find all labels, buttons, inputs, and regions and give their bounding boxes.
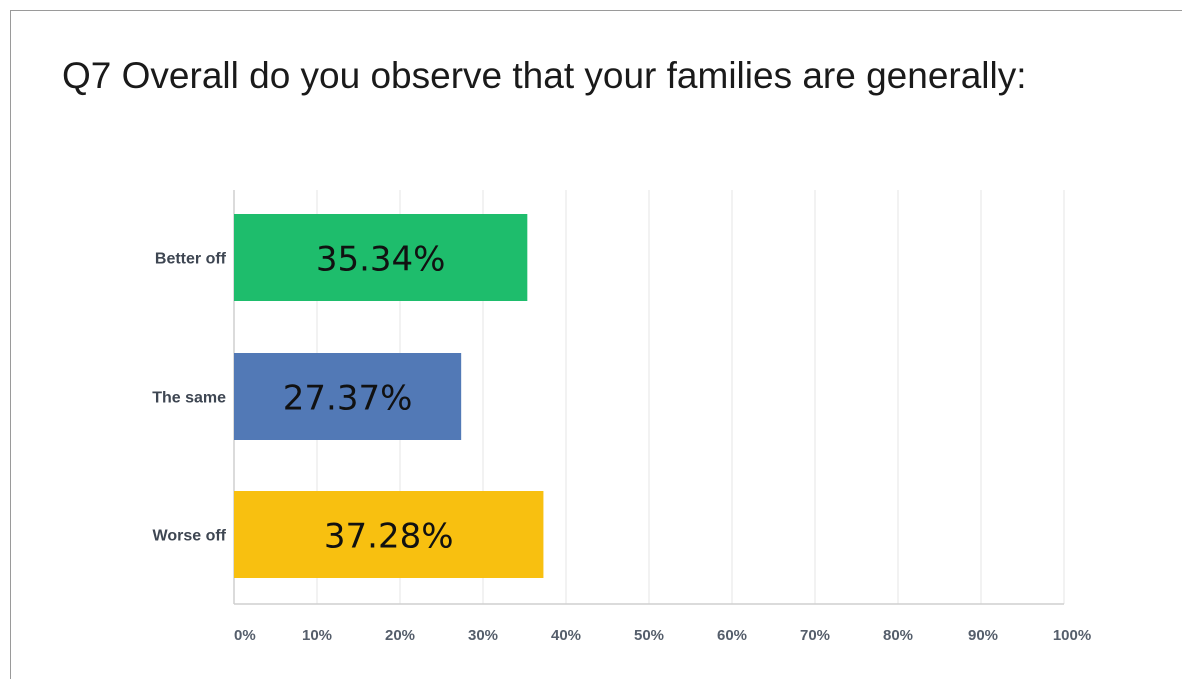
category-label: Better off [155,251,227,268]
x-tick-label: 100% [1053,627,1091,644]
x-tick-label: 50% [634,627,664,644]
category-label: Worse off [153,528,227,545]
x-tick-label: 20% [385,627,415,644]
bar-the-same [234,353,462,440]
x-tick-label: 80% [883,627,913,644]
bar-better-off [234,214,528,301]
bar-worse-off [234,491,544,578]
chart-title: Q7 Overall do you observe that your fami… [62,55,1027,96]
x-tick-label: 70% [800,627,830,644]
x-tick-label: 0% [234,627,256,644]
data-label: 35.34% [316,240,446,280]
gridlines [316,190,1065,604]
x-tick-label: 90% [968,627,998,644]
data-label: 37.28% [324,517,454,557]
x-tick-label: 10% [302,627,332,644]
x-tick-label: 30% [468,627,498,644]
category-label: The same [152,390,226,407]
x-tick-label: 60% [717,627,747,644]
x-tick-label: 40% [551,627,581,644]
slide-frame [10,10,1182,679]
data-label: 27.37% [283,379,413,419]
